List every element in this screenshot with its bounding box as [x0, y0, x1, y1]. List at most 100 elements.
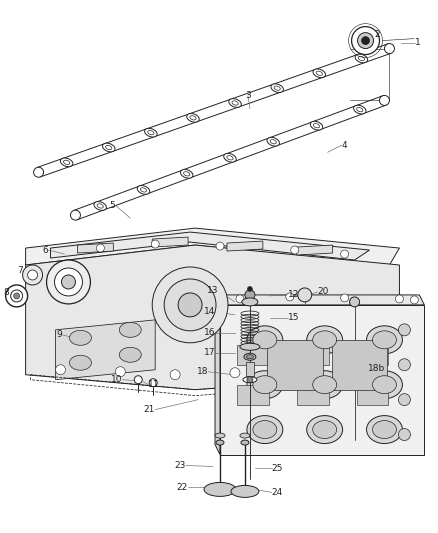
Circle shape [396, 295, 403, 303]
Ellipse shape [313, 69, 325, 78]
Circle shape [134, 376, 142, 384]
Text: 3: 3 [245, 91, 251, 100]
Ellipse shape [367, 326, 403, 354]
Circle shape [298, 288, 312, 302]
Ellipse shape [145, 128, 157, 137]
Text: 14: 14 [204, 308, 215, 317]
Text: 24: 24 [272, 488, 283, 497]
Polygon shape [267, 340, 323, 390]
Ellipse shape [231, 486, 259, 497]
Polygon shape [25, 228, 399, 265]
Circle shape [399, 394, 410, 406]
Ellipse shape [240, 343, 260, 350]
Text: 1: 1 [415, 38, 421, 47]
Ellipse shape [119, 348, 141, 362]
Ellipse shape [227, 156, 233, 160]
Circle shape [350, 297, 360, 307]
Circle shape [247, 377, 253, 383]
Text: 10: 10 [111, 375, 122, 384]
Ellipse shape [247, 371, 283, 399]
Text: 7: 7 [17, 266, 23, 276]
Circle shape [46, 260, 90, 304]
Ellipse shape [241, 440, 249, 445]
Circle shape [341, 250, 349, 258]
Polygon shape [357, 385, 389, 405]
Text: 16: 16 [204, 328, 215, 337]
Circle shape [28, 270, 38, 280]
Ellipse shape [244, 353, 256, 360]
Ellipse shape [307, 371, 343, 399]
Text: 12: 12 [288, 290, 299, 300]
Ellipse shape [243, 377, 257, 383]
Ellipse shape [313, 376, 337, 394]
Polygon shape [215, 295, 424, 305]
Text: 6: 6 [43, 246, 49, 255]
Ellipse shape [253, 376, 277, 394]
Ellipse shape [224, 154, 236, 162]
Text: 22: 22 [177, 483, 188, 492]
Circle shape [96, 244, 104, 252]
Text: 15: 15 [288, 313, 299, 322]
Ellipse shape [307, 416, 343, 443]
Ellipse shape [137, 185, 150, 194]
Ellipse shape [247, 355, 254, 359]
Circle shape [247, 286, 252, 292]
Ellipse shape [97, 204, 103, 208]
Ellipse shape [232, 101, 238, 105]
Ellipse shape [240, 433, 250, 438]
Polygon shape [332, 340, 388, 390]
Text: 5: 5 [110, 200, 115, 209]
Ellipse shape [353, 105, 366, 114]
Ellipse shape [184, 172, 190, 176]
Ellipse shape [34, 167, 43, 177]
Polygon shape [78, 243, 113, 253]
Circle shape [286, 293, 294, 301]
Circle shape [178, 293, 202, 317]
Polygon shape [237, 385, 269, 405]
Ellipse shape [102, 143, 115, 152]
Ellipse shape [271, 84, 283, 93]
Polygon shape [246, 362, 254, 376]
Ellipse shape [71, 210, 81, 220]
Text: 2: 2 [374, 30, 380, 39]
Circle shape [170, 370, 180, 379]
Circle shape [341, 294, 349, 302]
Ellipse shape [367, 371, 403, 399]
Polygon shape [152, 237, 188, 247]
Text: 17: 17 [204, 348, 215, 357]
Circle shape [290, 366, 300, 376]
Ellipse shape [247, 326, 283, 354]
Circle shape [54, 268, 82, 296]
Ellipse shape [106, 146, 112, 150]
Polygon shape [56, 320, 155, 379]
Ellipse shape [307, 326, 343, 354]
Circle shape [399, 359, 410, 371]
Ellipse shape [94, 201, 106, 211]
Polygon shape [25, 245, 399, 390]
Polygon shape [357, 345, 389, 365]
Circle shape [6, 285, 28, 307]
Circle shape [236, 295, 244, 303]
Ellipse shape [60, 158, 73, 167]
Ellipse shape [204, 482, 236, 496]
Circle shape [152, 267, 228, 343]
Circle shape [149, 379, 157, 386]
Ellipse shape [358, 56, 364, 61]
Circle shape [61, 275, 75, 289]
Circle shape [115, 367, 125, 377]
Ellipse shape [372, 421, 396, 439]
Ellipse shape [253, 421, 277, 439]
Polygon shape [220, 305, 424, 455]
Ellipse shape [119, 322, 141, 337]
Ellipse shape [372, 376, 396, 394]
Circle shape [350, 363, 360, 373]
Polygon shape [297, 385, 328, 405]
Text: 18: 18 [197, 367, 208, 376]
Circle shape [399, 324, 410, 336]
Circle shape [245, 290, 255, 300]
Circle shape [291, 246, 299, 254]
Text: 20: 20 [318, 287, 329, 296]
Polygon shape [215, 295, 220, 455]
Circle shape [410, 296, 418, 304]
Text: 11: 11 [148, 380, 160, 389]
